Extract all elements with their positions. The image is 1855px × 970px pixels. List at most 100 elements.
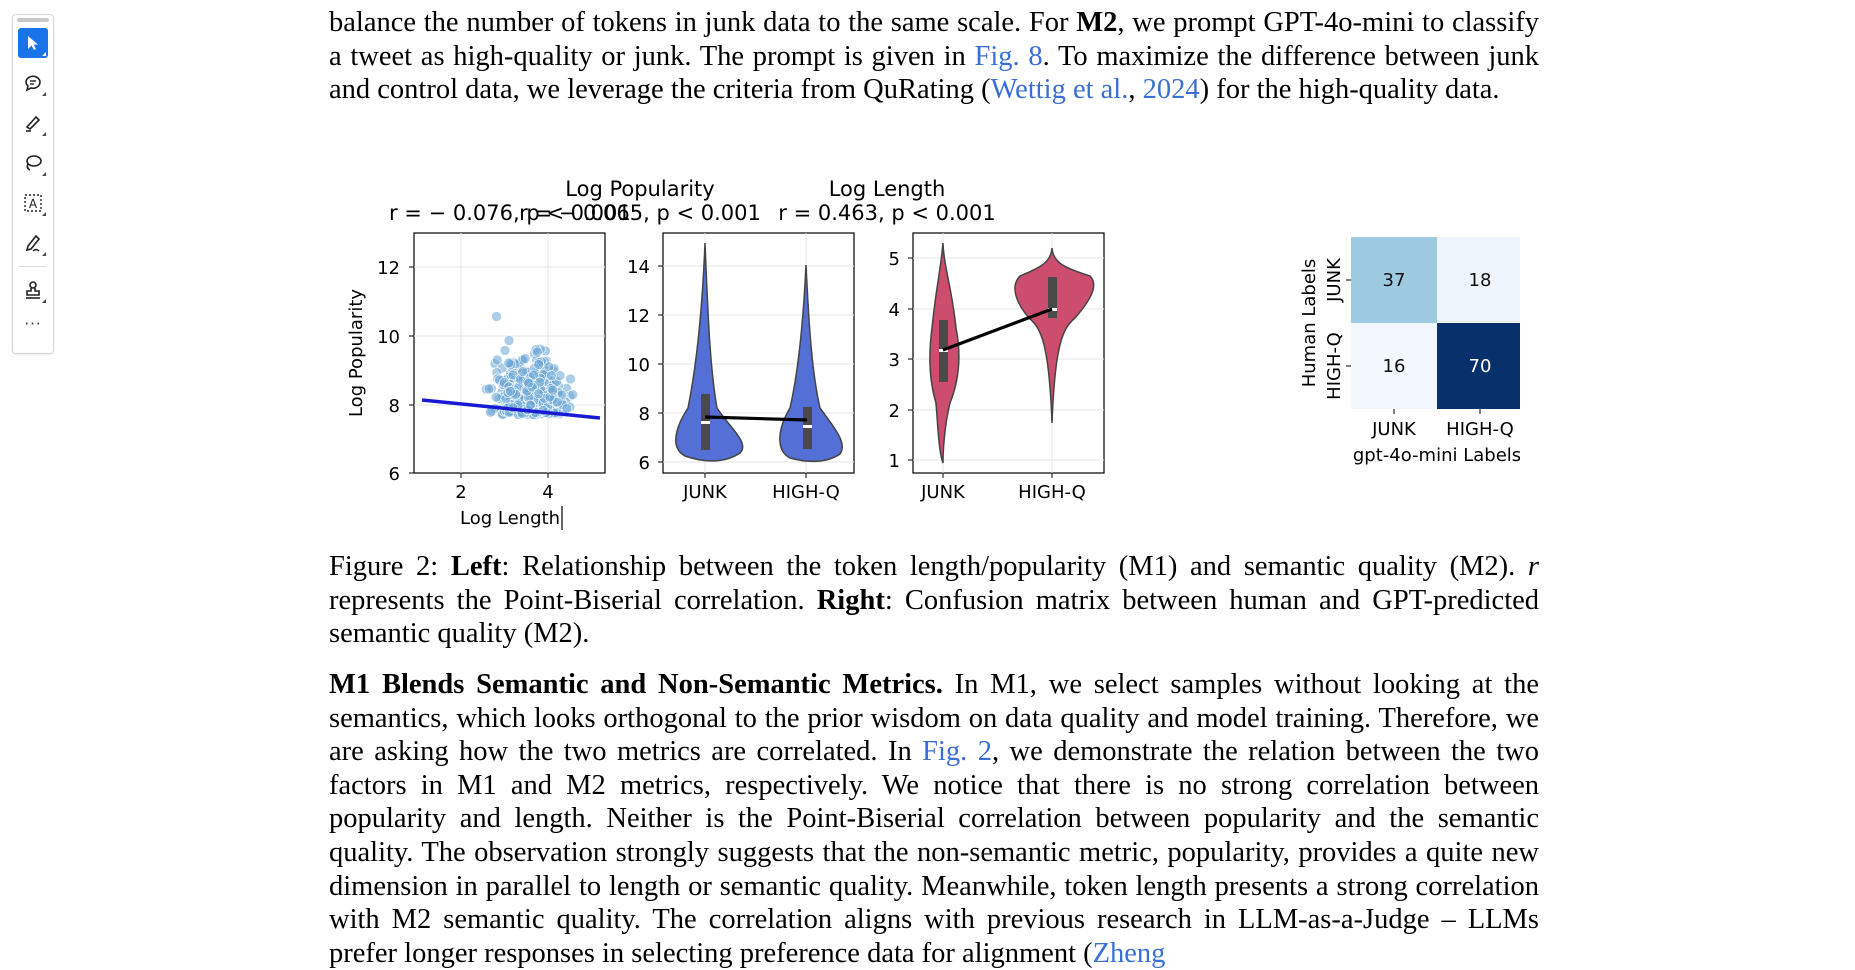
cm-row-label-highq: HIGH-Q xyxy=(1324,332,1345,400)
comment-tool-button[interactable] xyxy=(18,68,48,98)
lasso-icon xyxy=(26,155,42,171)
violin-highq-length xyxy=(1014,247,1095,424)
vpop-xtick-junk: JUNK xyxy=(682,482,728,503)
scatter-x-axis-label: Log Length xyxy=(460,508,560,529)
violin-pop-stat-label: r = − 0.065, p < 0.001 xyxy=(519,201,761,225)
vlen-xtick-junk: JUNK xyxy=(920,482,966,503)
bold-text: Right xyxy=(816,584,885,616)
reference-link[interactable]: Fig. 8 xyxy=(974,40,1043,72)
scatter-regression-line xyxy=(421,398,601,420)
violin-len-title: Log Length xyxy=(829,177,946,201)
bold-text: M2 xyxy=(1076,7,1118,38)
vpop-ytick-label: 8 xyxy=(639,404,650,425)
scatter-point xyxy=(483,383,495,395)
comment-bubble-icon xyxy=(25,75,41,92)
scatter-ytick-label: 8 xyxy=(389,396,400,417)
select-tool-button[interactable] xyxy=(18,28,48,58)
violin-pop-frame xyxy=(662,232,855,474)
cm-value: 18 xyxy=(1469,270,1492,291)
scatter-point xyxy=(531,346,543,358)
paragraph-bottom: M1 Blends Semantic and Non-Semantic Metr… xyxy=(329,668,1539,970)
scatter-point xyxy=(517,366,529,377)
text-box-icon: A xyxy=(24,194,42,212)
violin-junk-pop-median xyxy=(701,421,710,424)
text-select-tool-button[interactable]: A xyxy=(18,188,48,218)
reference-link[interactable]: Wettig et al. xyxy=(990,74,1129,106)
vpop-ytick-label: 6 xyxy=(639,453,650,474)
scatter-point xyxy=(533,388,544,400)
scatter-point xyxy=(543,361,555,373)
cm-cell-junk-highq xyxy=(1437,237,1523,323)
text-run: , we demonstrate the relation between th… xyxy=(329,736,1539,969)
scatter-points xyxy=(481,311,579,420)
violin-len-stat-label: r = 0.463, p < 0.001 xyxy=(778,201,995,225)
stamp-tool-button[interactable] xyxy=(18,275,48,305)
scatter-xtick-label: 4 xyxy=(542,482,553,503)
text-run: , we prompt GPT-4o-mini to classify a tw… xyxy=(329,7,1539,72)
scatter-ytick-label: 6 xyxy=(389,464,400,485)
scatter-point xyxy=(503,357,514,369)
scatter-stat-label: r = − 0.076, p < 0.001 xyxy=(389,201,631,225)
cm-cell-junk-junk xyxy=(1351,237,1437,323)
reference-link[interactable]: Zheng xyxy=(1092,937,1166,969)
cm-cell-highq-highq xyxy=(1437,323,1523,409)
scatter-point xyxy=(534,376,546,388)
reference-link[interactable]: 2024 xyxy=(1142,74,1200,106)
scatter-y-axis-label: Log Popularity xyxy=(346,289,367,417)
scatter-point xyxy=(491,311,502,322)
cm-row-label-junk: JUNK xyxy=(1324,257,1345,303)
text-run: ) for the high-quality data. xyxy=(1199,74,1500,106)
cursor-arrow-icon xyxy=(28,36,38,50)
lasso-tool-button[interactable] xyxy=(18,148,48,178)
draw-tool-button[interactable] xyxy=(18,228,48,258)
confusion-matrix: 37 18 16 70 JUNK HIGH-Q Human Labels JUN… xyxy=(1299,237,1523,466)
cm-y-axis-label: Human Labels xyxy=(1299,259,1320,388)
cm-value: 37 xyxy=(1383,270,1406,291)
text-run: : Confusion matrix between human and GPT… xyxy=(329,584,1540,650)
vlen-ytick-label: 2 xyxy=(889,401,900,422)
highlight-tool-button[interactable] xyxy=(18,108,48,138)
scatter-point xyxy=(565,373,576,385)
toolbar-divider xyxy=(19,266,47,267)
toolbar-drag-handle[interactable] xyxy=(17,18,49,22)
text-run: , xyxy=(1128,74,1143,106)
violin-highq-pop-median xyxy=(803,425,812,428)
text-run: . To maximize the difference between jun… xyxy=(329,40,1540,106)
more-tools-button[interactable]: ··· xyxy=(24,315,42,333)
annotation-toolbar: A ··· xyxy=(12,14,54,354)
vpop-xtick-highq: HIGH-Q xyxy=(772,482,840,503)
violin-len-mean-line xyxy=(942,307,1053,352)
text-run: Figure 2: xyxy=(329,551,451,582)
violin-length-plot: 1 2 3 4 5 JUNK HIGH-Q xyxy=(889,232,1105,503)
cm-col-label-junk: JUNK xyxy=(1371,419,1417,440)
scatter-x-ticks: 2 4 xyxy=(455,473,554,503)
violin-len-frame xyxy=(912,232,1105,474)
scatter-ytick-label: 10 xyxy=(377,327,400,348)
figure-2-charts: r = − 0.076, p < 0.001 Log Popularity r … xyxy=(346,177,1523,530)
bold-text: Left xyxy=(450,551,502,582)
violin-junk-popularity xyxy=(675,242,744,462)
paragraph-top: balance the number of tokens in junk dat… xyxy=(329,6,1539,107)
reference-link[interactable]: Fig. 2 xyxy=(922,736,992,768)
scatter-point xyxy=(528,369,539,381)
violin-highq-popularity xyxy=(779,264,843,463)
text-run: In M1, we select samples without looking… xyxy=(329,669,1539,768)
vlen-ytick-label: 3 xyxy=(889,350,900,371)
italic-text: r xyxy=(1527,551,1540,582)
text-run: balance the number of tokens in junk dat… xyxy=(329,7,1077,38)
cm-value: 70 xyxy=(1469,356,1492,377)
scatter-point xyxy=(490,391,502,403)
bold-text: M1 Blends Semantic and Non-Semantic Metr… xyxy=(329,669,943,700)
scatter-point xyxy=(552,396,563,408)
text-run: represents the Point-Biserial correlatio… xyxy=(329,584,817,616)
scatter-xtick-label: 2 xyxy=(455,482,466,503)
scatter-ytick-label: 12 xyxy=(377,258,400,279)
scatter-point xyxy=(499,345,511,356)
text-run: : Relationship between the token length/… xyxy=(501,551,1528,582)
stamp-icon xyxy=(26,281,40,299)
cm-col-label-highq: HIGH-Q xyxy=(1446,419,1514,440)
scatter-plot: 6 8 10 12 2 4 Log Length Log Popularity xyxy=(346,232,606,530)
pen-scribble-icon xyxy=(25,234,41,252)
violin-highq-len-iqr xyxy=(1048,277,1057,318)
scatter-y-ticks: 6 8 10 12 xyxy=(377,258,414,485)
